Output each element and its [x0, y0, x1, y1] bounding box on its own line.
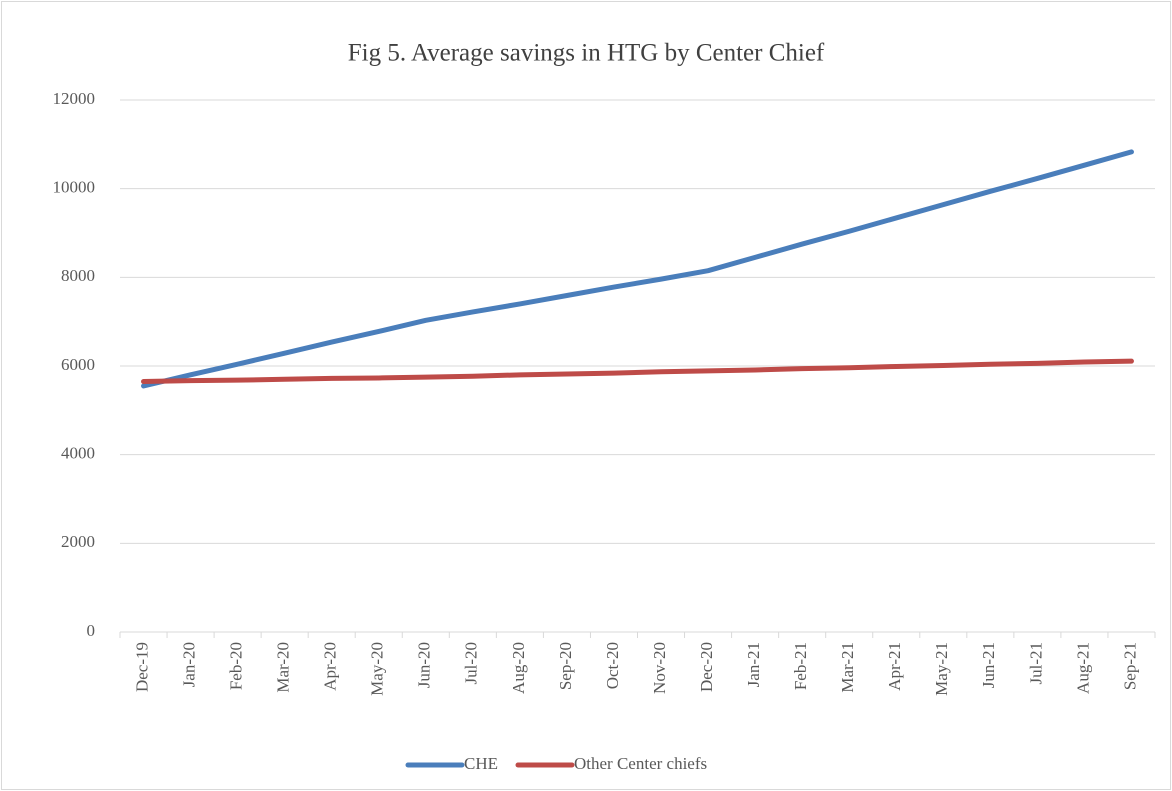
series-line	[141, 358, 1134, 385]
y-tick-label: 2000	[61, 532, 95, 551]
y-tick-label: 4000	[61, 444, 95, 463]
x-tick-label: Nov-20	[650, 642, 669, 694]
x-tick-label: Feb-21	[791, 642, 810, 690]
x-tick-label: Apr-21	[885, 642, 904, 691]
x-tick-label: Feb-20	[227, 642, 246, 690]
x-tick-label: Aug-21	[1073, 642, 1092, 694]
x-tick-label: Jan-21	[744, 642, 763, 687]
legend-label: Other Center chiefs	[574, 754, 707, 773]
x-tick-label: Sep-20	[556, 642, 575, 690]
x-tick-label: Jun-20	[415, 642, 434, 688]
y-tick-label: 8000	[61, 266, 95, 285]
x-tick-label: May-21	[932, 642, 951, 696]
x-tick-label: Aug-20	[509, 642, 528, 694]
x-tick-label: Jul-20	[462, 642, 481, 685]
x-tick-label: Dec-20	[697, 642, 716, 692]
y-tick-label: 10000	[53, 178, 96, 197]
x-tick-label: Jul-21	[1026, 642, 1045, 685]
x-tick-label: Jan-20	[179, 642, 198, 687]
chart-title: Fig 5. Average savings in HTG by Center …	[348, 40, 825, 67]
x-tick-label: Apr-20	[321, 642, 340, 691]
series-line	[141, 149, 1134, 389]
x-tick-label: Mar-20	[274, 642, 293, 693]
y-tick-label: 6000	[61, 355, 95, 374]
x-tick-label: Oct-20	[603, 642, 622, 689]
y-tick-label: 0	[87, 621, 96, 640]
x-tick-label: May-20	[368, 642, 387, 696]
y-tick-label: 12000	[53, 89, 96, 108]
legend-label: CHE	[464, 754, 498, 773]
x-tick-label: Jun-21	[979, 642, 998, 688]
x-tick-label: Sep-21	[1120, 642, 1139, 690]
x-tick-label: Mar-21	[838, 642, 857, 693]
x-tick-label: Dec-19	[132, 642, 151, 692]
